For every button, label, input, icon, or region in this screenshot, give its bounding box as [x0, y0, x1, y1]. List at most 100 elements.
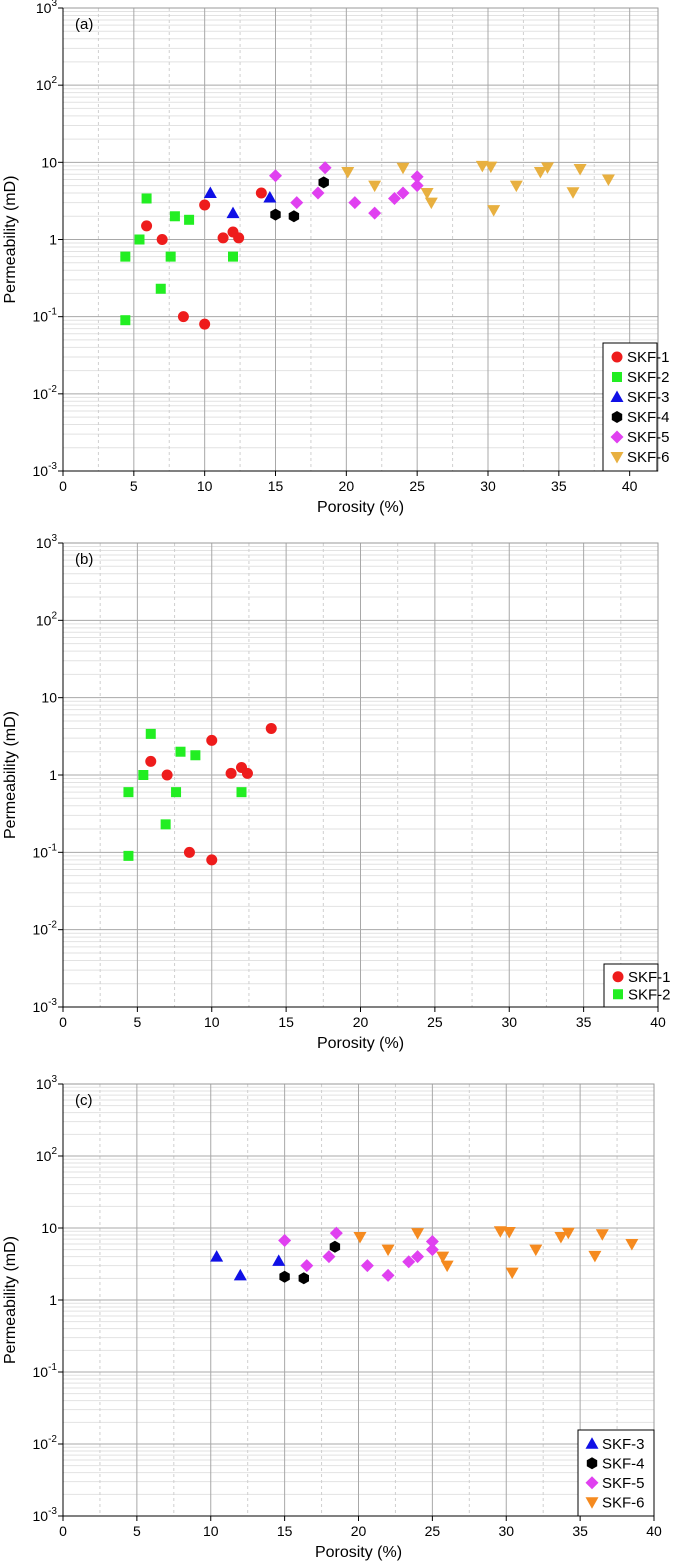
y-tick-label: 10-3 [33, 461, 58, 479]
data-point [318, 176, 329, 189]
x-tick-label: 5 [133, 1523, 141, 1539]
data-point [270, 208, 281, 221]
y-tick-label: 10-2 [33, 384, 58, 402]
legend-label: SKF-1 [627, 349, 670, 366]
data-point [601, 174, 615, 186]
x-tick-label: 0 [59, 1014, 67, 1030]
data-point [199, 318, 211, 330]
data-point [233, 1268, 247, 1281]
data-point [341, 166, 355, 179]
data-point [255, 187, 267, 199]
data-point [165, 251, 176, 262]
data-point [190, 750, 201, 761]
series-skf-3 [203, 186, 277, 219]
x-tick-label: 15 [268, 478, 284, 494]
series-skf-4 [270, 176, 329, 223]
x-tick-label: 10 [197, 478, 213, 494]
y-axis-title: Permeability (mD) [2, 1236, 19, 1364]
data-point [288, 210, 300, 223]
data-point [217, 232, 229, 244]
data-point [120, 315, 131, 326]
x-tick-label: 25 [409, 478, 425, 494]
legend-marker [586, 1457, 598, 1470]
data-point [233, 232, 245, 244]
y-tick-label: 1 [49, 767, 57, 783]
data-point [388, 191, 401, 205]
data-point [425, 1234, 439, 1248]
x-axis-title: Porosity (%) [317, 499, 404, 516]
legend-box [602, 342, 658, 472]
x-tick-label: 25 [425, 1523, 441, 1539]
data-point [424, 197, 438, 210]
legend-marker [611, 351, 623, 363]
series-skf-1 [145, 722, 277, 866]
y-tick-label: 10 [41, 154, 57, 170]
x-tick-label: 5 [133, 1014, 141, 1030]
data-point [241, 767, 253, 779]
data-point [368, 180, 382, 193]
series-skf-2 [123, 728, 247, 861]
data-point [505, 1267, 519, 1280]
legend-marker [585, 1497, 599, 1509]
x-tick-label: 5 [130, 478, 138, 494]
chart-panel-b: 0 5 10 15 20 25 30 35 40 10-3 10-2 10-1 1 10 102 103 Por… [2, 533, 671, 1052]
series-skf-1 [141, 187, 267, 330]
data-point [402, 1255, 416, 1269]
data-point [161, 769, 173, 781]
x-axis-title: Porosity (%) [315, 1544, 402, 1561]
legend-label: SKF-4 [602, 1455, 645, 1472]
data-point [381, 1268, 395, 1282]
data-point [348, 196, 362, 210]
data-point [263, 191, 277, 203]
x-tick-label: 20 [353, 1014, 369, 1030]
data-point [145, 728, 156, 739]
data-point [138, 770, 149, 780]
y-tick-label: 10-2 [33, 1434, 58, 1452]
y-tick-label: 10-1 [33, 842, 58, 860]
y-tick-label: 10-1 [33, 307, 58, 325]
x-tick-label: 0 [59, 1523, 67, 1539]
y-tick-label: 103 [36, 533, 58, 551]
data-point [225, 767, 237, 779]
data-point [311, 186, 325, 200]
x-tick-label: 35 [551, 478, 567, 494]
data-point [120, 251, 131, 262]
data-point [440, 1260, 454, 1273]
x-tick-label: 30 [501, 1014, 517, 1030]
data-point [236, 787, 247, 798]
data-point [226, 206, 240, 219]
legend-label: SKF-3 [602, 1436, 645, 1453]
x-tick-label: 15 [278, 1014, 294, 1030]
x-tick-label: 35 [572, 1523, 588, 1539]
x-tick-label: 20 [339, 478, 355, 494]
data-point [206, 734, 218, 746]
y-tick-label: 103 [36, 0, 58, 16]
data-point [134, 234, 145, 245]
data-point [141, 220, 153, 232]
y-tick-label: 102 [36, 75, 58, 93]
data-point [155, 283, 166, 294]
x-tick-label: 0 [59, 478, 67, 494]
data-point [300, 1259, 314, 1273]
data-point [184, 214, 195, 225]
data-point [156, 234, 168, 245]
data-point [588, 1250, 602, 1263]
data-point [199, 199, 211, 211]
data-point [487, 205, 501, 217]
legend-label: SKF-6 [602, 1494, 645, 1511]
data-point [420, 188, 434, 200]
data-point [141, 193, 152, 204]
x-tick-label: 30 [480, 478, 496, 494]
data-point [554, 1231, 568, 1244]
series-skf-2 [120, 193, 238, 326]
x-tick-label: 25 [427, 1014, 443, 1030]
series-skf-5 [269, 161, 424, 220]
data-point [566, 187, 580, 199]
data-point [625, 1238, 639, 1251]
chart-panel-a: 0 5 10 15 20 25 30 35 40 10-3 10-2 10-1 1 10 102 103 Por… [2, 0, 670, 516]
data-point [360, 1259, 374, 1273]
y-tick-label: 1 [49, 1292, 57, 1308]
data-point [160, 819, 171, 830]
data-point [123, 850, 134, 861]
x-tick-label: 20 [351, 1523, 367, 1539]
